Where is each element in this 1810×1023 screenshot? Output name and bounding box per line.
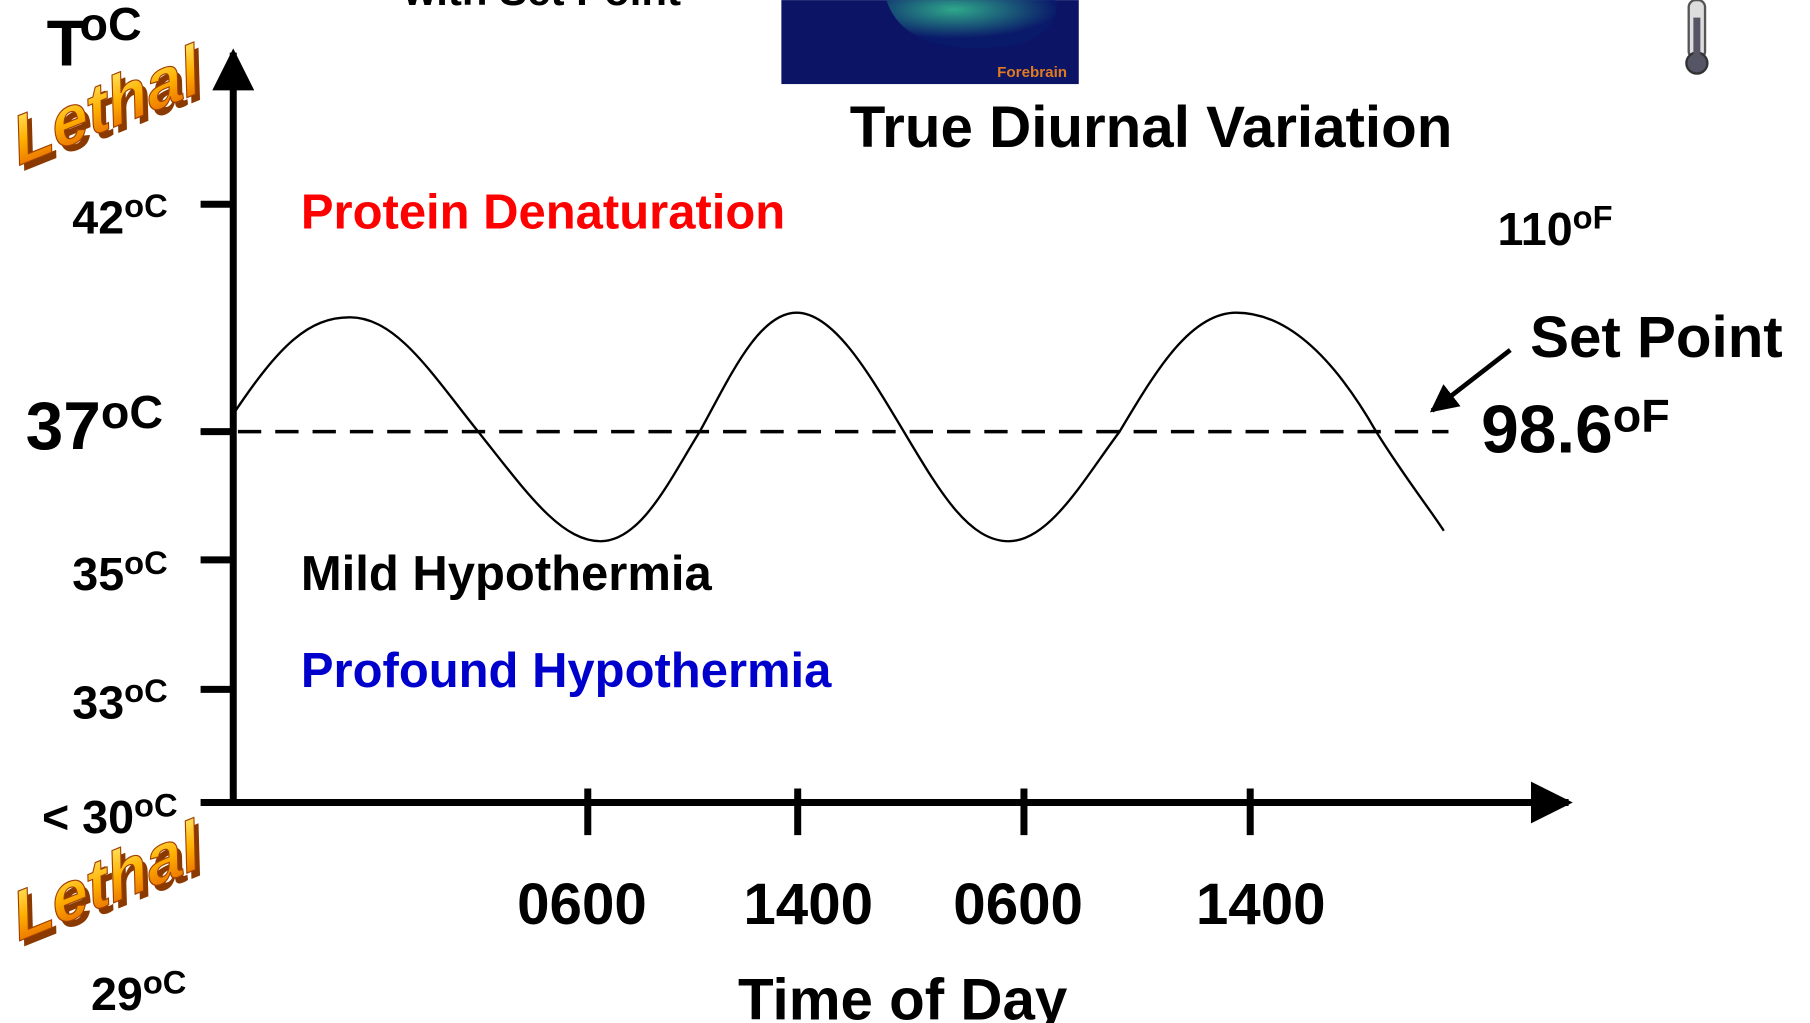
lethal-top: Lethal Lethal: [6, 29, 213, 188]
x-tick-label: 0600: [953, 872, 1083, 937]
y-tick-label: 42oC: [72, 187, 167, 243]
svg-text:Lethal: Lethal: [6, 30, 208, 180]
y-tick-marks: [201, 204, 1251, 835]
y-tick-label: 37oC: [26, 386, 163, 464]
x-axis-label: Time of Day: [738, 967, 1068, 1023]
zone-label: Protein Denaturation: [301, 186, 785, 240]
slide: with Set Point Forebrain True Diurnal Va…: [0, 0, 1810, 1023]
thermometer-icon: [1686, 0, 1707, 73]
zone-label: Mild Hypothermia: [301, 547, 713, 601]
set-point-value: 98.6oF: [1481, 390, 1670, 468]
subtitle: with Set Point: [403, 0, 681, 14]
image-caption: Forebrain: [997, 64, 1067, 81]
diurnal-wave: [233, 313, 1444, 542]
brain-image: Forebrain: [781, 0, 1078, 84]
y-tick-label: 35oC: [72, 544, 167, 600]
fahrenheit-label: 110oF: [1497, 199, 1612, 255]
y-tick-label: 29oC: [91, 964, 186, 1020]
zone-label: Profound Hypothermia: [301, 644, 832, 698]
x-tick-label: 1400: [1196, 872, 1326, 937]
x-tick-label: 1400: [743, 872, 873, 937]
set-point-label: Set Point: [1530, 305, 1783, 370]
y-tick-label: 33oC: [72, 672, 167, 728]
x-tick-label: 0600: [517, 872, 647, 937]
title: True Diurnal Variation: [850, 95, 1453, 160]
